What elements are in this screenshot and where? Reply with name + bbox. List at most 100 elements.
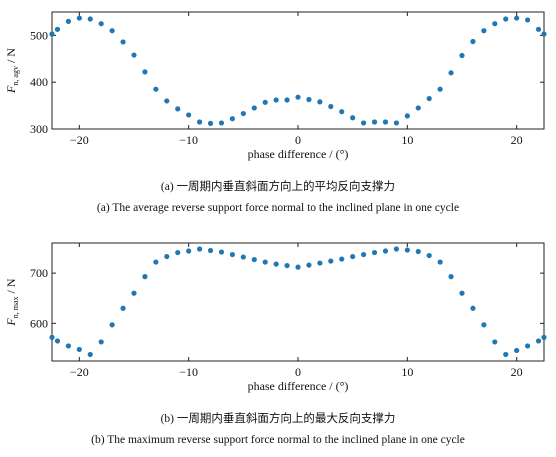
data-point [525, 343, 531, 349]
chart-panel-a: −20 −10 0 10 20 300 400 500 phase difference / (… [4, 11, 547, 161]
data-point [54, 338, 61, 344]
data-point [470, 38, 476, 45]
data-point [514, 15, 520, 21]
data-point [131, 290, 137, 296]
data-point [65, 343, 71, 349]
data-point [382, 119, 389, 125]
data-point [251, 105, 257, 111]
x-tick-label: −10 [179, 365, 198, 379]
data-point [87, 16, 93, 22]
x-tick-label: 20 [511, 365, 523, 379]
data-point [503, 16, 509, 22]
caption-b-chinese: (b) 一周期内垂直斜面方向上的最大反向支撑力 [160, 413, 396, 425]
data-point [197, 246, 203, 252]
data-point [175, 249, 181, 256]
data-point [164, 253, 170, 260]
x-tick-label: −20 [70, 365, 89, 379]
data-point [186, 112, 192, 118]
data-point [207, 120, 214, 126]
data-point [415, 105, 421, 111]
data-point [328, 258, 334, 264]
data-point [459, 290, 465, 296]
data-point [393, 246, 399, 252]
data-point [503, 351, 509, 358]
data-point [164, 98, 170, 104]
y-tick-label: 300 [30, 122, 48, 136]
data-point [284, 97, 290, 103]
data-point [404, 247, 410, 253]
data-point [541, 334, 547, 340]
data-point [426, 252, 432, 259]
data-point [371, 249, 378, 256]
x-tick-label: 10 [401, 365, 413, 379]
y-axis-label: Fn, agv / N [4, 48, 20, 94]
data-point [393, 120, 399, 126]
data-point [317, 260, 323, 266]
plot-frame [51, 11, 545, 130]
data-point [361, 120, 367, 126]
data-point [481, 28, 487, 34]
y-tick-label: 600 [30, 316, 48, 330]
data-point [120, 39, 126, 45]
data-point [328, 103, 334, 110]
data-point [240, 254, 246, 260]
data-point [251, 256, 257, 263]
data-series [49, 15, 547, 126]
data-point [350, 115, 356, 121]
data-point [541, 31, 547, 37]
caption-b-english: (b) The maximum reverse support force no… [91, 434, 465, 446]
data-point [415, 248, 421, 255]
data-point [492, 339, 498, 345]
data-point [437, 259, 443, 265]
y-tick-label: 400 [30, 75, 48, 89]
data-point [426, 95, 432, 102]
data-point [492, 21, 498, 27]
y-tick-label: 500 [30, 28, 48, 42]
data-series [49, 246, 547, 358]
data-point [120, 305, 126, 311]
data-point [437, 86, 443, 92]
x-axis-label: phase difference / (°) [248, 147, 349, 161]
data-point [197, 119, 203, 125]
data-point [404, 113, 410, 119]
data-point [76, 346, 82, 353]
chart-panel-b: −20 −10 0 10 20 600 700 phase difference / (°) F… [4, 242, 547, 393]
data-point [240, 110, 246, 117]
data-point [535, 26, 542, 32]
data-point [153, 259, 159, 265]
x-tick-label: −20 [70, 133, 89, 147]
data-point [153, 86, 159, 92]
data-point [339, 109, 345, 115]
data-point [306, 262, 312, 268]
data-point [229, 116, 235, 122]
x-tick-label: 10 [401, 133, 413, 147]
x-tick-label: 20 [511, 133, 523, 147]
x-tick-label: −10 [179, 133, 198, 147]
data-point [109, 28, 115, 34]
data-point [371, 119, 378, 125]
data-point [459, 52, 465, 59]
data-point [273, 97, 279, 103]
data-point [186, 248, 192, 254]
data-point [448, 274, 454, 280]
data-point [98, 21, 104, 27]
data-point [470, 305, 476, 311]
data-point [525, 17, 531, 23]
data-point [295, 94, 301, 100]
data-point [218, 120, 225, 126]
data-point [535, 338, 542, 344]
data-point [229, 251, 235, 258]
data-point [49, 334, 55, 340]
y-tick-label: 700 [30, 266, 48, 280]
data-point [448, 70, 454, 76]
data-point [350, 253, 356, 260]
data-point [65, 18, 71, 24]
data-point [284, 262, 290, 269]
x-tick-label: 0 [295, 133, 301, 147]
data-point [142, 274, 148, 280]
data-point [175, 106, 181, 112]
data-point [262, 259, 268, 265]
data-point [76, 15, 82, 21]
data-point [514, 347, 520, 354]
